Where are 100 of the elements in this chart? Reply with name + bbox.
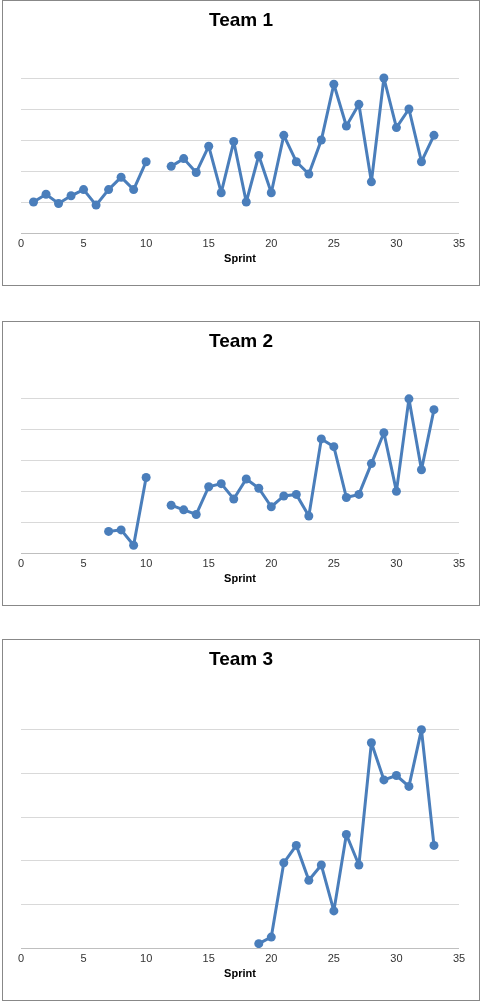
point [254, 939, 264, 948]
point [379, 775, 389, 785]
chart-title: Team 3 [208, 648, 274, 670]
x-tick-label: 35 [452, 557, 466, 570]
point [191, 168, 201, 178]
point [41, 189, 51, 199]
point [354, 489, 364, 499]
x-tick-label: 5 [80, 237, 87, 250]
x-tick-label: 10 [140, 237, 153, 250]
point [366, 177, 376, 187]
point [216, 479, 226, 489]
point [204, 141, 214, 151]
point [354, 99, 364, 109]
point [241, 474, 251, 484]
x-tick-label: 15 [202, 237, 215, 250]
point [279, 130, 289, 140]
point [254, 151, 264, 160]
point [366, 459, 376, 469]
point [216, 188, 226, 198]
point [266, 188, 276, 198]
point [366, 738, 376, 748]
point [129, 185, 139, 195]
point [229, 494, 239, 504]
point [54, 199, 64, 209]
point [104, 185, 114, 195]
x-tick-label: 15 [202, 557, 215, 570]
point [166, 500, 176, 510]
point [341, 493, 351, 502]
point [316, 860, 326, 870]
point [291, 489, 301, 499]
point [354, 860, 364, 870]
x-axis-title: Sprint [224, 967, 257, 980]
point [304, 169, 314, 179]
point [66, 191, 76, 201]
x-tick-label: 0 [17, 237, 25, 250]
point [391, 123, 401, 133]
x-axis-title: Sprint [224, 252, 257, 265]
point [116, 172, 126, 182]
point [91, 200, 101, 210]
point [391, 486, 401, 496]
point [391, 771, 401, 781]
point [241, 197, 251, 207]
point [329, 79, 339, 89]
point [229, 137, 239, 147]
point [79, 185, 89, 195]
point [416, 725, 426, 735]
point [191, 509, 201, 519]
x-tick-label: 0 [17, 952, 25, 965]
point [266, 932, 276, 942]
point [266, 502, 276, 512]
x-tick-label: 30 [390, 952, 403, 965]
x-axis-title: Sprint [224, 572, 257, 585]
point [29, 197, 39, 207]
point [179, 505, 189, 515]
x-tick-label: 35 [452, 237, 466, 250]
point [429, 130, 439, 140]
x-tick-label: 0 [17, 557, 25, 570]
x-tick-label: 5 [80, 952, 87, 965]
x-tick-label: 10 [140, 952, 153, 965]
x-tick-label: 20 [265, 237, 278, 250]
point [291, 840, 301, 850]
point [316, 135, 326, 145]
point [416, 465, 426, 475]
point [329, 442, 339, 452]
point [429, 405, 439, 415]
x-tick-label: 25 [327, 557, 340, 570]
point [379, 73, 389, 83]
point [429, 840, 439, 850]
point [254, 483, 264, 493]
x-tick-label: 25 [327, 237, 340, 250]
point [404, 781, 414, 791]
point [416, 157, 426, 167]
point [129, 540, 139, 550]
point [341, 829, 351, 839]
point [166, 161, 176, 171]
point [404, 104, 414, 114]
x-tick-label: 15 [202, 952, 215, 965]
x-tick-label: 30 [390, 237, 403, 250]
x-tick-label: 20 [265, 952, 278, 965]
point [316, 434, 326, 444]
x-tick-label: 30 [390, 557, 403, 570]
point [204, 482, 214, 492]
point [116, 525, 126, 535]
x-tick-label: 5 [80, 557, 87, 570]
chart-title: Team 1 [208, 9, 274, 31]
point [329, 906, 339, 916]
point [179, 154, 189, 164]
point [341, 121, 351, 131]
chart-title: Team 2 [208, 330, 274, 352]
point [141, 157, 151, 167]
point [104, 526, 114, 536]
point [379, 428, 389, 438]
point [304, 511, 314, 521]
point [279, 491, 289, 501]
point [304, 875, 314, 885]
x-tick-label: 10 [140, 557, 153, 570]
x-tick-label: 20 [265, 557, 278, 570]
point [291, 157, 301, 167]
point [141, 472, 151, 482]
x-tick-label: 35 [452, 952, 466, 965]
